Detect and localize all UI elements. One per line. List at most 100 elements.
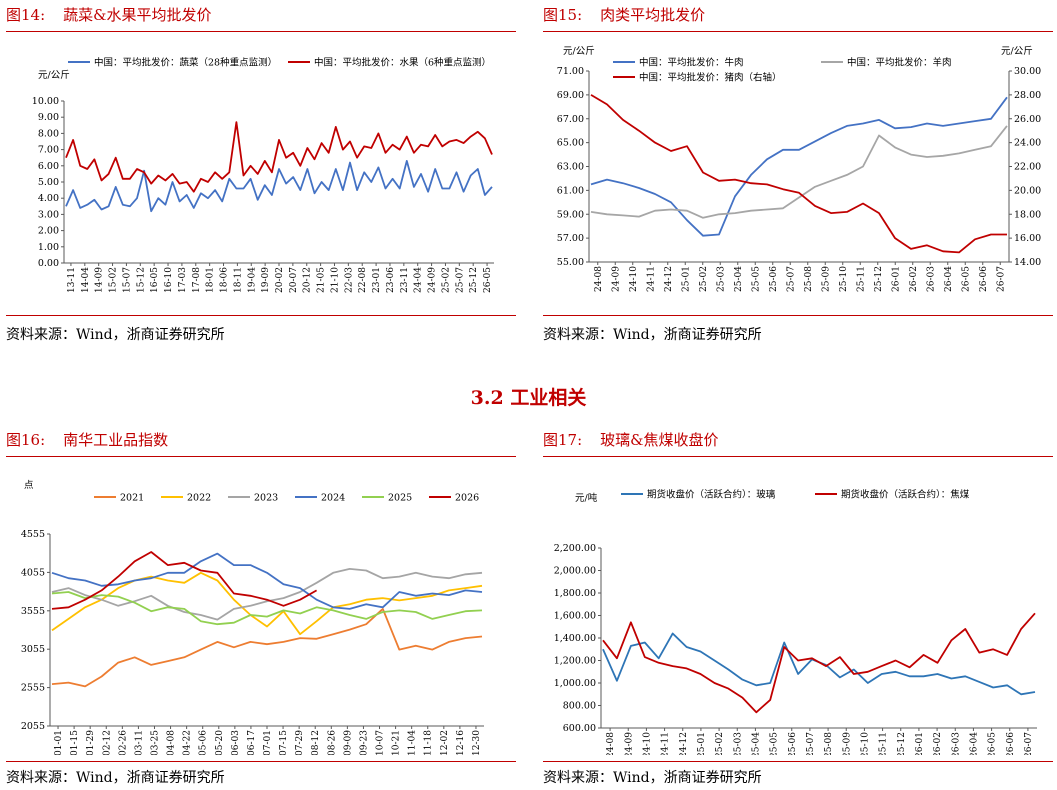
y-tick-label: 1,000.00 [554, 678, 596, 689]
x-tick-label: 22-03 [344, 267, 354, 293]
x-tick-label: 25-05 [751, 266, 761, 292]
x-tick-label: 25-02 [715, 732, 725, 755]
x-tick-label: 13-11 [67, 267, 77, 293]
x-tick-label: 25-04 [734, 266, 744, 292]
x-tick-label: 07-01 [263, 730, 273, 755]
legend-label: 期货收盘价（活跃合约）：焦煤 [841, 489, 970, 501]
source-note: 资料来源：Wind，浙商证券研究所 [543, 327, 762, 343]
y-tick-label: 1,400.00 [554, 633, 596, 644]
y-tick-label-right: 14.00 [1014, 257, 1041, 268]
x-tick-label: 25-12 [897, 732, 907, 755]
legend-label: 2023 [254, 493, 278, 504]
x-tick-label: 25-06 [769, 266, 779, 292]
figure-title-text: 玻璃&焦煤收盘价 [600, 431, 719, 449]
x-tick-label: 25-02 [699, 266, 709, 292]
x-tick-label: 09-23 [359, 730, 369, 755]
x-tick-label: 25-10 [839, 266, 849, 292]
y-tick-label: 2,200.00 [554, 543, 596, 554]
y-tick-label: 0.00 [38, 258, 59, 269]
x-tick-label: 26-07 [1024, 732, 1034, 755]
x-tick-label: 24-09 [611, 266, 621, 292]
y-tick-label: 71.00 [557, 66, 584, 77]
y-tick-label: 2,000.00 [554, 566, 596, 577]
x-tick-label: 26-03 [951, 732, 961, 755]
x-tick-label: 20-02 [275, 267, 285, 293]
source-rule [6, 761, 516, 762]
y-axis-unit: 元/吨 [575, 492, 598, 504]
y-tick-label-right: 22.00 [1014, 162, 1041, 173]
title-rule [543, 31, 1053, 32]
figure-number: 图14: [6, 6, 46, 24]
figure-title: 图15: 肉类平均批发价 [543, 2, 705, 28]
x-tick-label: 26-04 [969, 732, 979, 755]
y-tick-label: 7.00 [38, 145, 59, 156]
y-tick-label: 67.00 [557, 114, 584, 125]
series-line-2 [51, 571, 483, 636]
x-tick-label: 25-12 [469, 267, 479, 293]
x-tick-label: 24-09 [624, 732, 634, 755]
x-tick-label: 12-30 [472, 730, 482, 755]
legend-label: 期货收盘价（活跃合约）：玻璃 [647, 489, 775, 501]
figure-panel: 图17: 玻璃&焦煤收盘价 600.00 800.00 1,000.00 1,200.0… [543, 427, 1053, 787]
x-tick-label: 25-09 [821, 266, 831, 292]
x-tick-label: 12-16 [456, 730, 466, 755]
x-tick-label: 26-06 [979, 266, 989, 292]
x-tick-label: 04-22 [183, 730, 193, 755]
x-tick-label: 11-18 [424, 730, 434, 755]
x-tick-label: 01-29 [86, 730, 96, 755]
series-line-1 [590, 96, 1008, 237]
legend-label: 2026 [455, 493, 479, 504]
legend-label: 2025 [388, 493, 412, 504]
x-tick-label: 24-11 [661, 732, 671, 755]
x-tick-label: 23-11 [400, 267, 410, 293]
source-rule [543, 315, 1053, 316]
y-tick-label: 600.00 [563, 723, 596, 734]
y-axis-unit: 元/公斤 [38, 70, 70, 81]
x-tick-label: 25-03 [733, 732, 743, 755]
x-tick-label: 24-04 [414, 267, 424, 293]
x-tick-label: 15-12 [136, 267, 146, 293]
section-heading: 3.2 工业相关 [470, 387, 587, 409]
series-line-1 [602, 632, 1036, 696]
y-tick-label: 1,800.00 [554, 588, 596, 599]
x-tick-label: 26-02 [909, 266, 919, 292]
series-line-3 [590, 94, 1007, 254]
y-tick-label-right: 30.00 [1014, 66, 1041, 77]
x-tick-label: 26-06 [1006, 732, 1016, 755]
x-tick-label: 25-06 [788, 732, 798, 755]
x-tick-label: 25-05 [770, 732, 780, 755]
x-tick-label: 04-08 [167, 730, 177, 755]
x-tick-label: 19-09 [261, 267, 271, 293]
y-tick-label: 55.00 [557, 257, 584, 268]
series-line-5 [51, 591, 483, 626]
x-tick-label: 05-06 [199, 730, 209, 755]
x-tick-label: 03-25 [150, 730, 160, 755]
series-line-2 [65, 121, 493, 193]
y-tick-label: 69.00 [557, 90, 584, 101]
x-tick-label: 26-01 [891, 266, 901, 292]
x-tick-label: 25-08 [824, 732, 834, 755]
x-tick-label: 26-04 [944, 266, 954, 292]
x-tick-label: 25-12 [874, 266, 884, 292]
x-tick-label: 16-10 [164, 267, 174, 293]
figure-title-text: 南华工业品指数 [63, 431, 169, 449]
x-tick-label: 08-12 [311, 730, 321, 755]
x-tick-label: 26-05 [961, 266, 971, 292]
x-tick-label: 10-21 [392, 730, 402, 755]
meat-price-chart: 55.00 57.00 59.00 61.00 63.00 65.00 67.00 69.00… [557, 46, 1041, 292]
x-tick-label: 06-03 [231, 730, 241, 755]
y-tick-label: 59.00 [557, 209, 584, 220]
x-tick-label: 24-09 [428, 267, 438, 293]
series-line-3 [51, 568, 483, 621]
source-note: 资料来源：Wind，浙商证券研究所 [543, 770, 762, 786]
y-tick-label: 2.00 [38, 226, 59, 237]
series-line-2 [602, 612, 1036, 714]
figure-panel: 图14: 蔬菜&水果平均批发价 0.00 1.00 2.00 3.00 4.00 5.00 6… [6, 2, 516, 346]
figure-title: 图14: 蔬菜&水果平均批发价 [6, 2, 212, 28]
y-tick-label: 57.00 [557, 233, 584, 244]
y-axis-unit-right: 元/公斤 [1001, 46, 1033, 57]
x-tick-label: 17-08 [192, 267, 202, 293]
x-tick-label: 25-11 [879, 732, 889, 755]
legend-label: 中国：平均批发价：牛肉 [639, 57, 744, 69]
x-tick-label: 07-15 [279, 730, 289, 755]
